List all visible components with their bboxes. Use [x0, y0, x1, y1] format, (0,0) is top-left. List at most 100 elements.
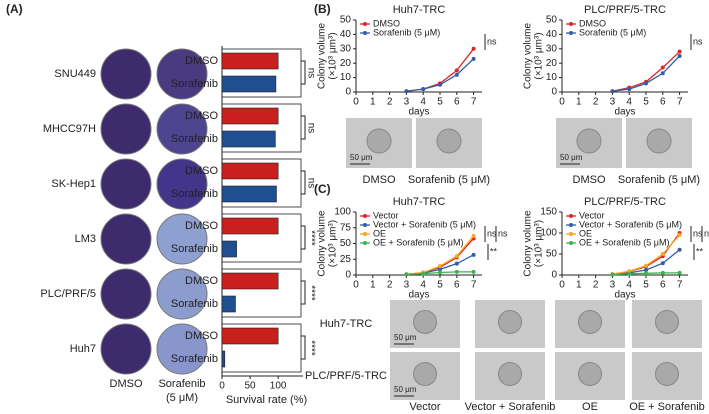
x-tick-label: 50	[245, 381, 257, 392]
colony	[576, 128, 602, 154]
dish	[100, 48, 152, 100]
bar-label: DMSO	[185, 330, 218, 342]
data-point	[438, 264, 442, 269]
bar-label: DMSO	[185, 55, 218, 67]
row-label: PLC/PRF/5-TRC	[305, 370, 387, 382]
dish-label: Sorafenib	[158, 378, 205, 390]
y-tick-label: 25	[340, 254, 352, 265]
bar-label: Sorafenib	[171, 78, 218, 90]
x-axis-label: days	[614, 107, 635, 118]
dish-label: DMSO	[110, 378, 143, 390]
x-tick-label: 5	[437, 97, 443, 108]
column-label: OE + Sorafenib	[629, 401, 705, 413]
colony	[497, 361, 523, 387]
chart-title: Huh7-TRC	[393, 4, 446, 16]
bracket	[301, 60, 306, 85]
image-label: DMSO	[573, 174, 606, 186]
panel-label: (A)	[6, 2, 23, 16]
significance: ****	[305, 340, 316, 356]
x-tick-label: 1	[576, 97, 582, 108]
x-axis-label: days	[614, 290, 635, 301]
data-point	[438, 270, 442, 275]
y-tick-label: 50	[546, 249, 558, 260]
colony	[654, 361, 680, 387]
x-tick-label: 6	[454, 280, 460, 291]
column-label: Vector + Sorafenib	[465, 401, 556, 413]
x-tick-label: 0	[353, 280, 359, 291]
data-point	[471, 56, 476, 61]
x-tick-label: 6	[660, 280, 666, 291]
legend-label: OE + Sorafenib (5 μM)	[373, 237, 463, 247]
bar-label: DMSO	[185, 275, 218, 287]
data-point	[677, 233, 682, 238]
scale-bar-label: 50 μm	[560, 153, 583, 162]
data-point	[471, 46, 476, 51]
data-point	[677, 270, 682, 275]
x-tick-label: 3	[610, 280, 616, 291]
legend-swatch	[569, 31, 573, 35]
dish	[100, 323, 152, 375]
y-tick-label: 0	[345, 270, 351, 281]
bar	[221, 52, 279, 70]
data-point	[627, 87, 632, 92]
data-point	[660, 252, 665, 256]
significance: ns	[305, 178, 316, 189]
x-tick-label: 2	[593, 280, 599, 291]
significance: ns	[305, 68, 316, 79]
legend-swatch	[363, 22, 367, 26]
data-point	[471, 252, 476, 257]
x-axis-label: days	[408, 107, 429, 118]
colony	[497, 309, 523, 335]
group-frame	[221, 48, 302, 98]
dish	[100, 103, 152, 155]
scale-bar-label: 50 μm	[350, 153, 373, 162]
data-point	[660, 261, 665, 266]
significance: ns	[498, 228, 508, 238]
bar-label: Sorafenib	[171, 353, 218, 365]
legend-swatch	[363, 241, 367, 245]
bar-label: DMSO	[185, 220, 218, 232]
significance: ns	[693, 228, 703, 238]
data-point	[677, 49, 682, 54]
data-point	[454, 254, 459, 259]
data-point	[660, 71, 665, 76]
significance: ****	[305, 285, 316, 301]
significance: ns	[487, 36, 497, 46]
x-tick-label: 2	[387, 280, 393, 291]
significance: ns	[693, 36, 703, 46]
y-tick-label: 20	[340, 58, 352, 69]
data-point	[454, 68, 459, 73]
dish	[156, 48, 208, 100]
legend-label: Sorafenib (5 μM)	[579, 27, 646, 37]
bar	[221, 327, 279, 345]
group-frame	[221, 103, 302, 153]
y-tick-label: 0	[551, 270, 557, 281]
data-point	[610, 272, 615, 277]
significance: ns	[305, 123, 316, 134]
y-axis-label: (×10³ μm³)	[534, 32, 545, 79]
data-point	[677, 54, 682, 58]
bar	[221, 217, 279, 235]
legend-label: DMSO	[579, 18, 606, 28]
cell-line-label: PLC/PRF/5	[40, 288, 96, 300]
legend-label: Sorafenib (5 μM)	[373, 27, 440, 37]
data-point	[404, 272, 409, 277]
significance: ****	[305, 230, 316, 246]
group-frame	[221, 323, 302, 373]
bracket	[301, 170, 306, 195]
legend-swatch	[569, 241, 573, 245]
colony	[366, 128, 392, 154]
row-label: Huh7-TRC	[320, 318, 373, 330]
legend-swatch	[569, 232, 573, 236]
data-point	[454, 261, 459, 266]
x-tick-label: 7	[471, 280, 477, 291]
bracket	[301, 335, 306, 360]
x-tick-label: 6	[454, 97, 460, 108]
cell-line-label: SK-Hep1	[51, 178, 96, 190]
data-point	[454, 269, 459, 274]
colony	[577, 361, 603, 387]
data-point	[471, 233, 476, 238]
legend-swatch	[363, 232, 367, 236]
cell-line-label: SNU449	[54, 68, 96, 80]
